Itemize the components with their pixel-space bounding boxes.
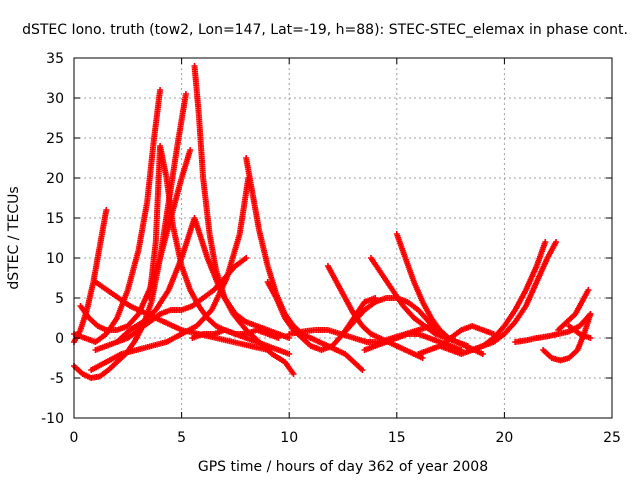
data-point <box>157 87 164 93</box>
y-tick-label: 20 <box>46 171 64 187</box>
y-tick-label: 5 <box>55 291 64 307</box>
ticks: 0 5 10 15 20 25 -10 -5 0 5 10 15 20 25 30 35 <box>41 51 621 446</box>
data-point <box>553 239 560 245</box>
x-tick-label: 25 <box>603 430 621 446</box>
x-tick-label: 15 <box>388 430 406 446</box>
data-point <box>585 287 592 293</box>
data-series <box>555 287 592 333</box>
plot-frame <box>73 57 613 419</box>
data-point <box>479 351 486 357</box>
y-tick-label: -10 <box>41 411 64 427</box>
data-series <box>469 239 549 353</box>
data-point <box>182 91 189 97</box>
data-series <box>324 263 426 361</box>
data-point <box>542 239 549 245</box>
y-tick-label: 25 <box>46 131 64 147</box>
data-point <box>587 311 594 317</box>
data-point <box>243 255 250 261</box>
data-point <box>587 335 594 341</box>
y-tick-label: 35 <box>46 51 64 67</box>
x-tick-label: 0 <box>70 430 79 446</box>
x-tick-label: 5 <box>177 430 186 446</box>
x-tick-label: 10 <box>280 430 298 446</box>
data-point <box>286 351 293 357</box>
data-series <box>191 63 293 341</box>
data-point <box>290 371 297 377</box>
y-tick-label: 15 <box>46 211 64 227</box>
data-series <box>361 331 465 353</box>
y-tick-label: 30 <box>46 91 64 107</box>
y-tick-label: 10 <box>46 251 64 267</box>
data-point <box>187 147 194 153</box>
chart-title: dSTEC Iono. truth (tow2, Lon=147, Lat=-1… <box>22 22 628 38</box>
y-tick-label: -5 <box>50 371 64 387</box>
data-point <box>419 355 426 361</box>
data-series <box>71 87 164 345</box>
data-series <box>146 143 293 357</box>
data-series <box>565 323 594 341</box>
data-series <box>189 327 282 341</box>
y-tick-label: 0 <box>55 331 64 347</box>
data-point <box>359 367 366 373</box>
x-tick-label: 20 <box>495 430 513 446</box>
data-point <box>103 207 110 213</box>
series-layer <box>71 63 594 381</box>
y-axis-label: dSTEC / TECUs <box>6 186 22 289</box>
data-series <box>415 323 497 357</box>
x-axis-label: GPS time / hours of day 362 of year 2008 <box>198 459 488 475</box>
data-point <box>275 335 282 341</box>
